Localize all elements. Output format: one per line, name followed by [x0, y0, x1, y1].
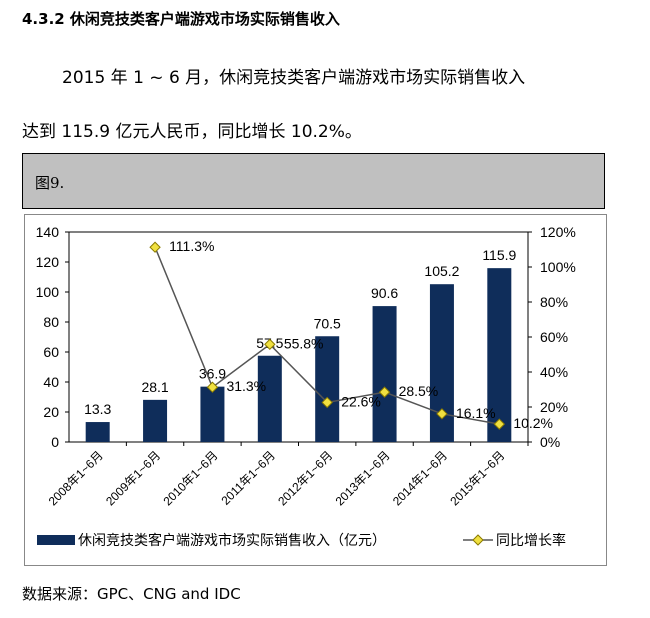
- right-tick-label: 0%: [540, 434, 560, 450]
- x-tick-label: 2009年1~6月: [103, 448, 163, 508]
- bar-label: 90.6: [371, 285, 398, 301]
- left-tick-label: 60: [43, 344, 59, 360]
- bar: [487, 268, 512, 442]
- x-tick-label: 2012年1~6月: [275, 448, 335, 508]
- figure-caption-bar: 图9.: [22, 153, 605, 209]
- bar-label: 115.9: [482, 247, 516, 263]
- growth-label: 16.1%: [456, 405, 496, 421]
- paragraph-line1: 2015 年 1 ~ 6 月，休闲竞技类客户端游戏市场实际销售收入: [62, 68, 526, 88]
- left-tick-label: 0: [51, 434, 59, 450]
- legend-line-label: 同比增长率: [496, 532, 566, 549]
- left-tick-label: 100: [36, 284, 60, 300]
- bar: [315, 336, 340, 442]
- bar: [372, 306, 397, 442]
- right-tick-label: 20%: [540, 399, 568, 415]
- right-tick-label: 60%: [540, 329, 568, 345]
- growth-marker: [378, 386, 391, 398]
- bar: [143, 399, 168, 442]
- growth-label: 31.3%: [226, 378, 266, 394]
- growth-label: 28.5%: [399, 383, 439, 399]
- left-tick-label: 40: [43, 374, 59, 390]
- figure-label: 图9.: [35, 174, 65, 192]
- right-tick-label: 40%: [540, 364, 568, 380]
- paragraph-line2: 达到 115.9 亿元人民币，同比增长 10.2%。: [22, 122, 362, 142]
- bar-label: 13.3: [84, 401, 111, 417]
- bar: [257, 355, 282, 442]
- left-tick-label: 140: [36, 224, 60, 240]
- x-tick-label: 2014年1~6月: [390, 448, 450, 508]
- left-tick-label: 20: [43, 404, 59, 420]
- growth-marker: [149, 241, 161, 253]
- growth-label: 111.3%: [169, 238, 214, 254]
- chart-container: 0 20 40 60 80 100 120 140 0% 20% 40% 60% 80% 100% 120%…: [24, 214, 607, 566]
- left-tick-label: 80: [43, 314, 59, 330]
- x-tick-label: 2011年1~6月: [218, 448, 278, 508]
- legend-bar-swatch: [37, 535, 75, 545]
- growth-marker: [264, 338, 276, 351]
- legend-line-marker: [472, 534, 484, 546]
- bar: [85, 422, 110, 442]
- x-tick-label: 2008年1~6月: [46, 448, 106, 508]
- bar: [200, 386, 225, 442]
- bar-label: 105.2: [424, 263, 459, 279]
- left-tick-label: 120: [36, 254, 60, 270]
- growth-marker: [321, 396, 333, 409]
- bar-label: 70.5: [314, 315, 341, 331]
- right-tick-label: 120%: [540, 224, 576, 240]
- data-source: 数据来源：GPC、CNG and IDC: [22, 585, 241, 603]
- growth-label: 10.2%: [513, 415, 553, 431]
- chart: 0 20 40 60 80 100 120 140 0% 20% 40% 60% 80% 100% 120%…: [36, 224, 576, 549]
- x-tick-label: 2010年1~6月: [160, 448, 220, 508]
- right-tick-label: 100%: [540, 259, 576, 275]
- x-tick-label: 2013年1~6月: [333, 448, 393, 508]
- x-tick-label: 2015年1~6月: [447, 448, 507, 508]
- section-heading: 4.3.2 休闲竞技类客户端游戏市场实际销售收入: [22, 10, 340, 28]
- growth-marker: [436, 408, 448, 420]
- bar-label: 28.1: [141, 379, 168, 395]
- growth-label: 22.6%: [341, 393, 381, 409]
- right-tick-label: 80%: [540, 294, 568, 310]
- growth-marker: [493, 418, 506, 430]
- growth-marker: [206, 381, 219, 393]
- legend-bar-label: 休闲竞技类客户端游戏市场实际销售收入（亿元）: [78, 532, 386, 549]
- growth-label: 55.8%: [284, 335, 324, 351]
